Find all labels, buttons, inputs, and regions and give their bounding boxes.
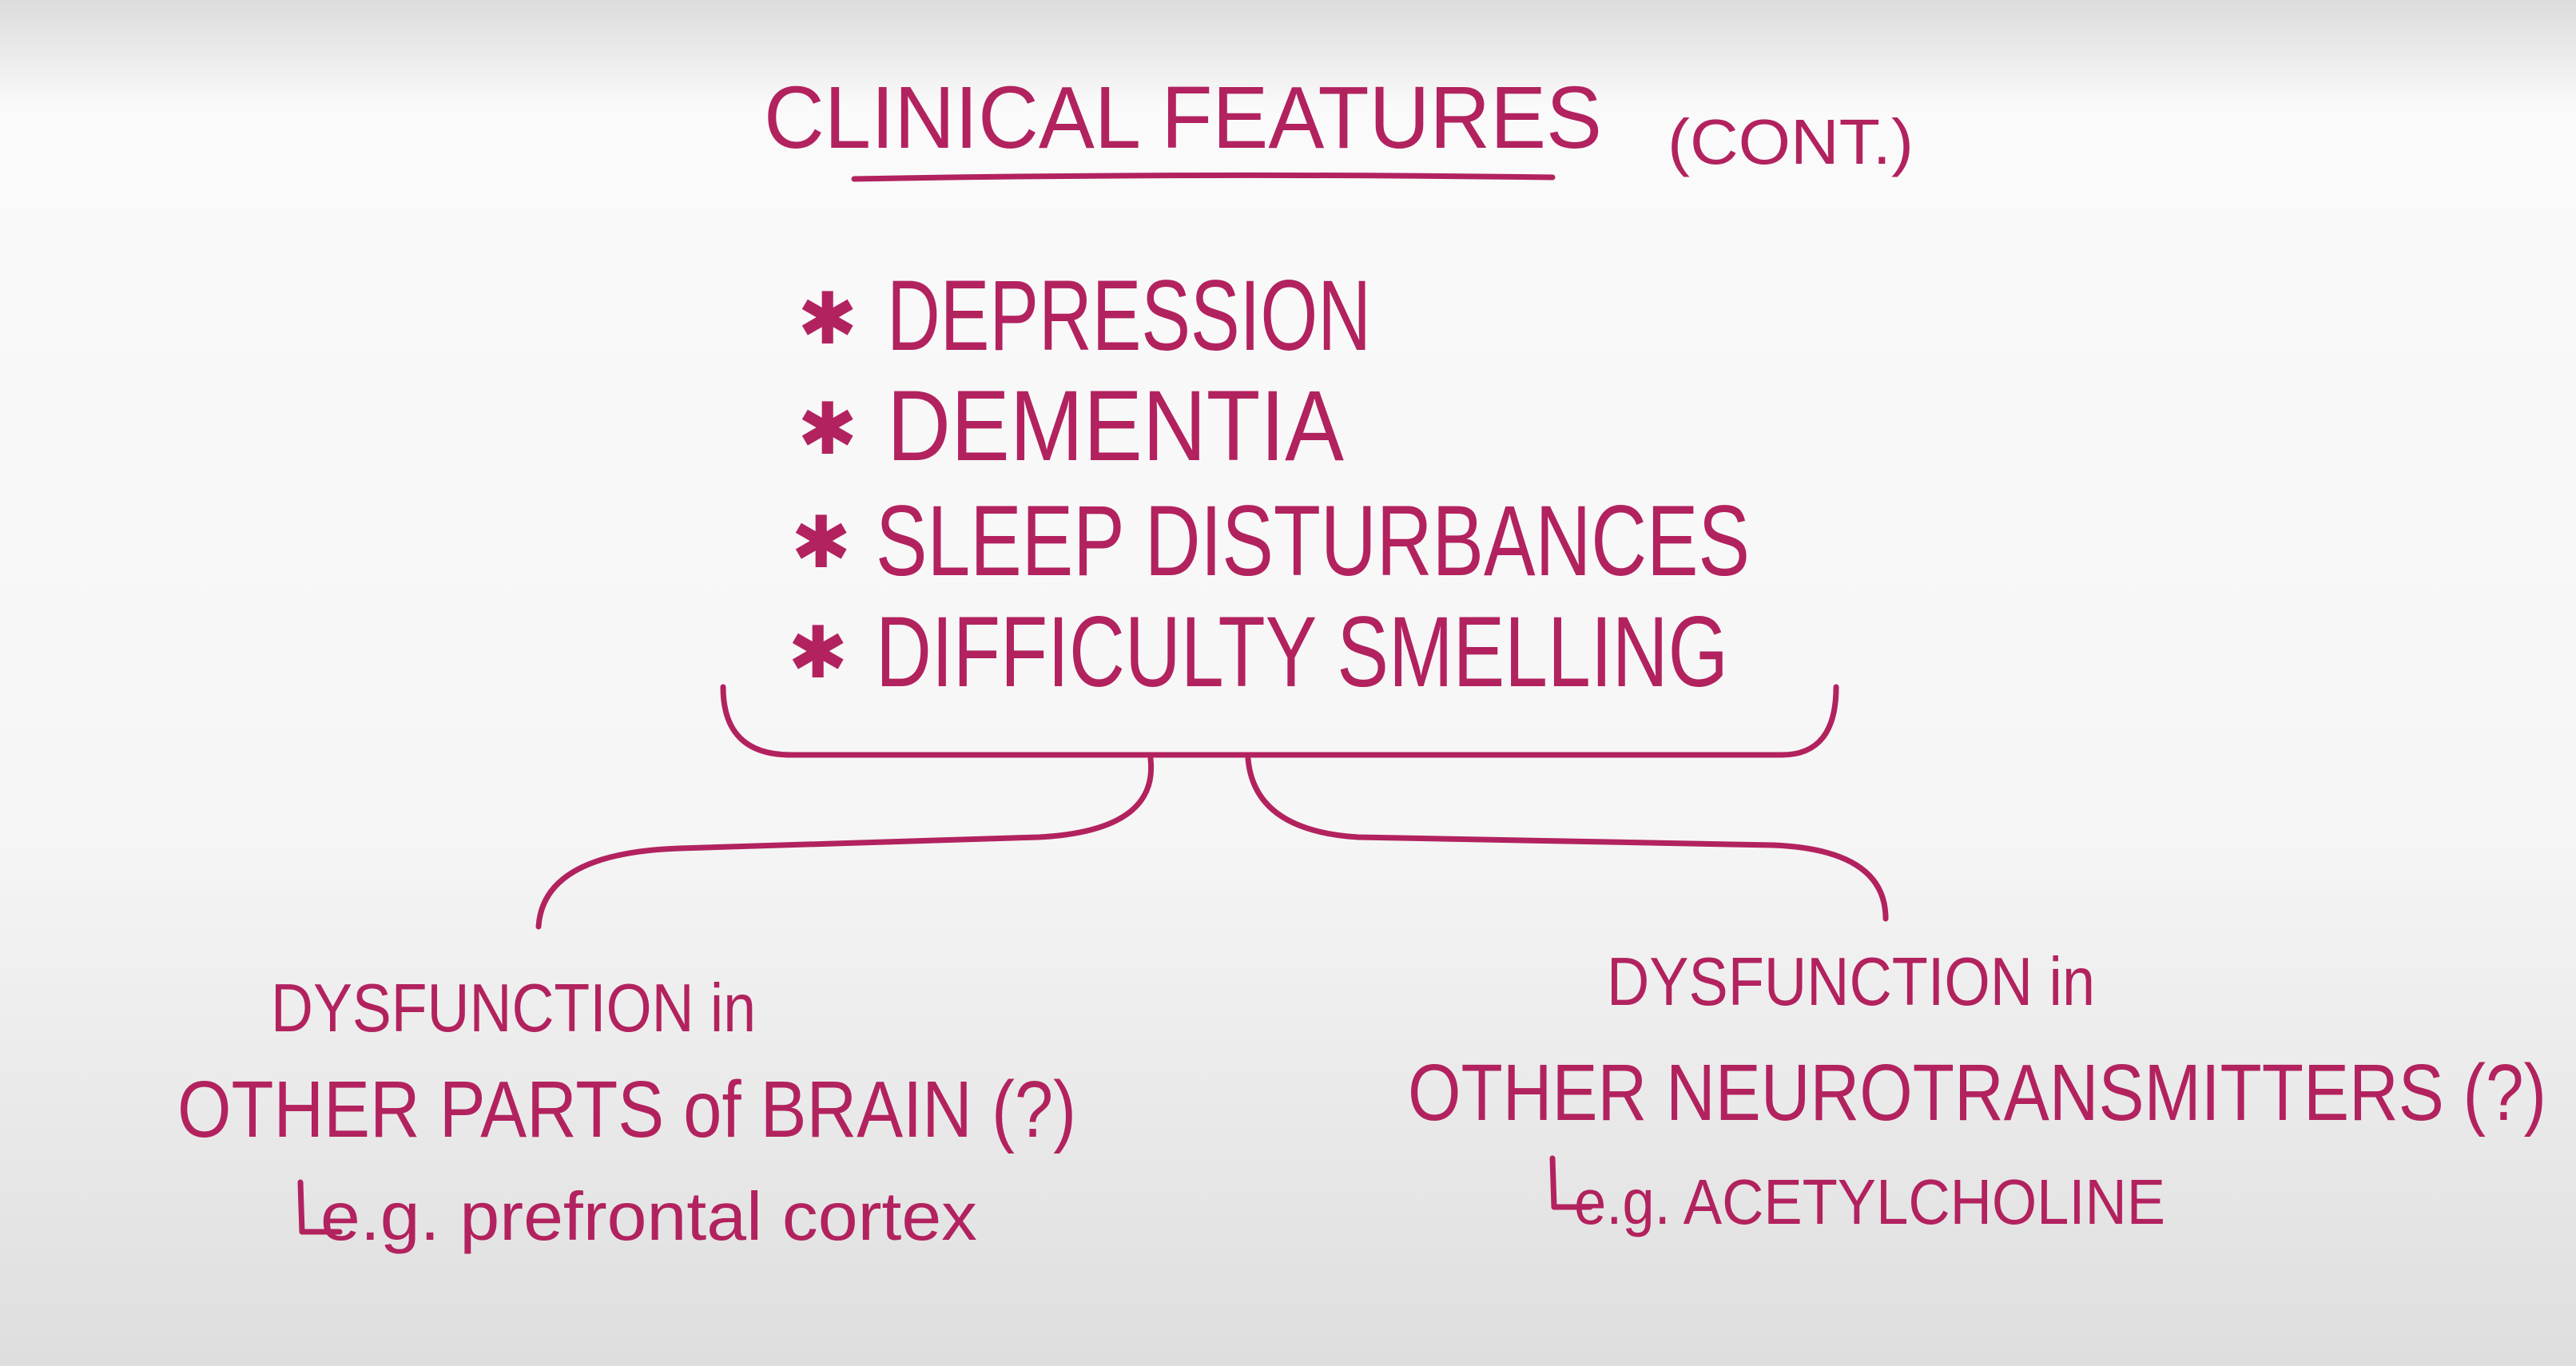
- branch-line1: DYSFUNCTION in: [271, 971, 756, 1046]
- branch-example: e.g. ACETYLCHOLINE: [1574, 1166, 2165, 1237]
- bullet: ✱: [788, 614, 848, 693]
- branch-example: e.g. prefrontal cortex: [320, 1179, 977, 1255]
- item: DEMENTIA: [887, 371, 1345, 482]
- title: CLINICAL FEATURES: [764, 69, 1602, 167]
- branch-line2: OTHER PARTS of BRAIN (?): [177, 1065, 1076, 1154]
- title-underline: [851, 172, 1556, 182]
- example-arrow: [297, 1179, 343, 1235]
- bullets: ✱ ✱ ✱ ✱: [788, 280, 857, 693]
- branch-line2: OTHER NEUROTRANSMITTERS (?): [1408, 1048, 2546, 1138]
- bullet: ✱: [791, 503, 851, 583]
- right-branch: [1245, 756, 1889, 922]
- item: DIFFICULTY SMELLING: [876, 597, 1728, 708]
- bullet: ✱: [797, 280, 857, 359]
- item: SLEEP DISTURBANCES: [876, 486, 1750, 597]
- example-arrow: [1549, 1155, 1593, 1210]
- left-branch: [535, 756, 1155, 930]
- branch-line1: DYSFUNCTION in: [1607, 944, 2095, 1020]
- brace: [720, 684, 1839, 758]
- item: DEPRESSION: [887, 260, 1371, 371]
- subtitle: (CONT.): [1668, 106, 1914, 177]
- bullet: ✱: [797, 390, 857, 470]
